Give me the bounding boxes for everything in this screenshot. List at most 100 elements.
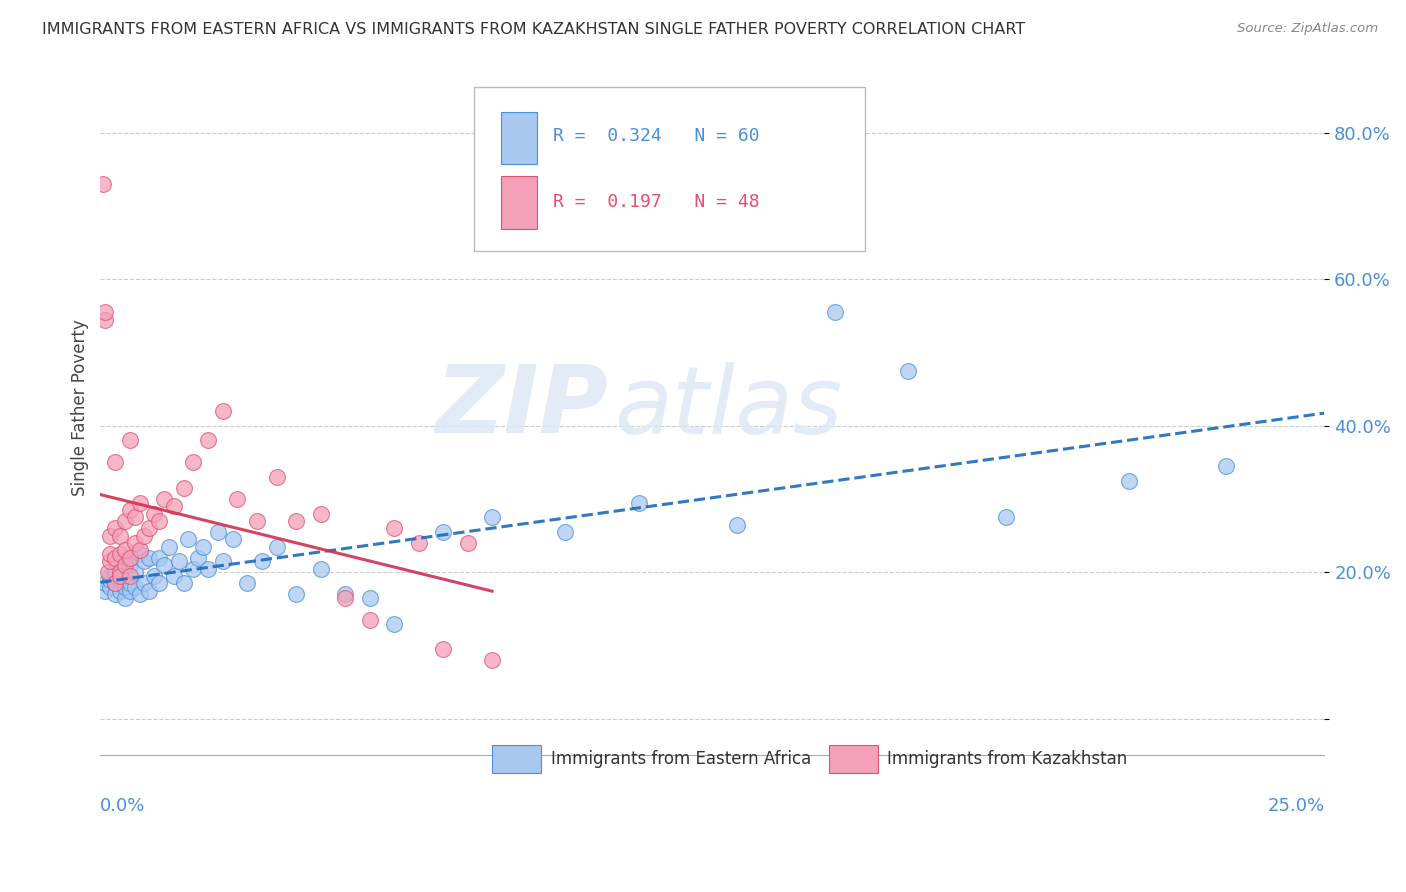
Point: [163, 569, 186, 583]
FancyBboxPatch shape: [474, 87, 865, 251]
Point: [118, 576, 141, 591]
Point: [148, 514, 170, 528]
Point: [359, 613, 381, 627]
Point: [207, 524, 229, 539]
Point: [1118, 474, 1140, 488]
Point: [143, 507, 166, 521]
Point: [134, 576, 156, 591]
Point: [118, 434, 141, 448]
Point: [236, 576, 259, 591]
Point: [897, 364, 920, 378]
Point: [197, 561, 219, 575]
Text: atlas: atlas: [614, 362, 842, 453]
Point: [148, 576, 170, 591]
Point: [97, 566, 120, 580]
Point: [108, 547, 131, 561]
Point: [118, 550, 141, 565]
Point: [94, 583, 117, 598]
Text: ZIP: ZIP: [436, 361, 609, 453]
Point: [114, 591, 136, 605]
Point: [114, 569, 136, 583]
Point: [153, 491, 176, 506]
Text: 0.0%: 0.0%: [100, 797, 146, 815]
Point: [118, 583, 141, 598]
Text: IMMIGRANTS FROM EASTERN AFRICA VS IMMIGRANTS FROM KAZAKHSTAN SINGLE FATHER POVER: IMMIGRANTS FROM EASTERN AFRICA VS IMMIGR…: [42, 22, 1025, 37]
Point: [197, 434, 219, 448]
Point: [124, 536, 146, 550]
Point: [1215, 458, 1237, 473]
Point: [382, 521, 405, 535]
Point: [114, 543, 136, 558]
Point: [108, 561, 131, 575]
Point: [187, 550, 209, 565]
Point: [359, 591, 381, 605]
Point: [138, 521, 160, 535]
Point: [104, 566, 127, 580]
Point: [98, 554, 121, 568]
Point: [725, 517, 748, 532]
Point: [408, 536, 430, 550]
Point: [114, 554, 136, 568]
Point: [995, 510, 1018, 524]
Point: [104, 550, 127, 565]
Point: [94, 305, 117, 319]
Point: [148, 550, 170, 565]
Point: [193, 540, 215, 554]
Point: [173, 481, 195, 495]
Point: [104, 576, 127, 591]
Text: 25.0%: 25.0%: [1267, 797, 1324, 815]
Point: [250, 554, 273, 568]
Point: [177, 533, 200, 547]
Point: [128, 496, 150, 510]
Text: Immigrants from Kazakhstan: Immigrants from Kazakhstan: [887, 750, 1128, 768]
Point: [91, 177, 114, 191]
Text: Immigrants from Eastern Africa: Immigrants from Eastern Africa: [551, 750, 811, 768]
Point: [627, 496, 650, 510]
Bar: [828, 745, 877, 772]
Point: [382, 616, 405, 631]
Point: [173, 576, 195, 591]
Point: [94, 576, 117, 591]
Point: [108, 573, 131, 587]
Point: [124, 580, 146, 594]
Bar: [501, 112, 537, 164]
Point: [221, 533, 243, 547]
Text: Source: ZipAtlas.com: Source: ZipAtlas.com: [1237, 22, 1378, 36]
Point: [134, 528, 156, 542]
Point: [285, 587, 308, 601]
Point: [128, 543, 150, 558]
Point: [167, 554, 190, 568]
Text: R =  0.324   N = 60: R = 0.324 N = 60: [553, 128, 759, 145]
Point: [481, 653, 503, 667]
Point: [157, 540, 180, 554]
Point: [333, 587, 356, 601]
Point: [104, 521, 127, 535]
Point: [94, 312, 117, 326]
Point: [124, 566, 146, 580]
Point: [226, 491, 249, 506]
Point: [108, 569, 131, 583]
Point: [98, 569, 121, 583]
Point: [333, 591, 356, 605]
Point: [128, 547, 150, 561]
Point: [114, 514, 136, 528]
Point: [432, 642, 454, 657]
Point: [118, 558, 141, 572]
Point: [104, 455, 127, 469]
Point: [118, 503, 141, 517]
Bar: [501, 177, 537, 228]
Point: [266, 540, 288, 554]
Point: [432, 524, 454, 539]
Y-axis label: Single Father Poverty: Single Father Poverty: [72, 319, 89, 496]
Point: [309, 507, 332, 521]
Point: [128, 587, 150, 601]
Point: [104, 587, 127, 601]
Point: [211, 554, 233, 568]
Point: [138, 583, 160, 598]
Point: [266, 470, 288, 484]
Point: [143, 569, 166, 583]
Point: [108, 528, 131, 542]
Point: [163, 500, 186, 514]
Point: [108, 566, 131, 580]
Point: [108, 583, 131, 598]
